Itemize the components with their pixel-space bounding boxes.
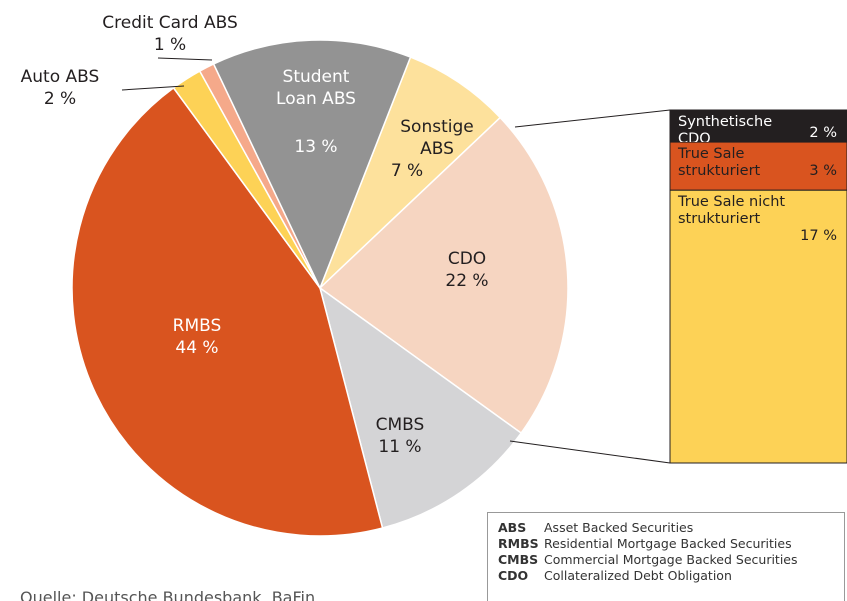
leader-line [121, 85, 185, 91]
legend-abbr: ABS [498, 520, 527, 535]
legend-row: RMBS Residential Mortgage Backed Securiti… [498, 536, 834, 552]
breakdown-value-label: 3 % [809, 163, 837, 180]
breakdown-segment: True Sale strukturiert 3 % [670, 142, 847, 190]
slice-value-label: 13 % [294, 137, 338, 157]
breakdown-value-label: 2 % [809, 125, 837, 142]
slice-label: CMBS [375, 415, 425, 435]
slice-value-label: 1 % [153, 35, 187, 55]
pie-slice [318, 116, 569, 435]
pie-slice [318, 286, 523, 529]
slice-value-label: 7 % [390, 161, 424, 181]
slice-label: Student Loan ABS [276, 67, 356, 109]
slice-label: RMBS [172, 316, 222, 336]
pie-slice [319, 56, 502, 289]
legend-text: Collateralized Debt Obligation [544, 568, 732, 583]
legend-text: Residential Mortgage Backed Securities [544, 536, 792, 551]
slice-label: CDO [447, 249, 487, 269]
slice-value-label: 44 % [175, 338, 219, 358]
leader-line [157, 57, 213, 61]
legend-abbr: CDO [498, 568, 529, 583]
breakdown-segment: True Sale nicht strukturiert 17 % [670, 190, 847, 463]
legend-row: CDO Collateralized Debt Obligation [498, 568, 834, 584]
slice-label: Credit Card ABS [102, 13, 238, 33]
slice-value-label: 2 % [43, 89, 77, 109]
breakdown-value-label: 17 % [800, 228, 837, 245]
legend-abbr: CMBS [498, 552, 539, 567]
pie-slice [212, 39, 412, 290]
breakdown-bar [669, 109, 847, 143]
breakdown-label: True Sale strukturiert [678, 146, 761, 180]
legend-text: Commercial Mortgage Backed Securities [544, 552, 798, 567]
breakdown-bar [669, 141, 847, 191]
source: Quelle: Deutsche Bundesbank, BaFin [20, 588, 316, 601]
pie-slice [71, 86, 384, 537]
legend-abbr: RMBS [498, 536, 539, 551]
slice-value-label: 22 % [445, 271, 489, 291]
legend-row: CMBS Commercial Mortgage Backed Securitie… [498, 552, 834, 568]
legend: ABS Asset Backed Securities RMBS Residentia… [487, 512, 845, 601]
slice-label: Auto ABS [20, 67, 100, 87]
breakdown-label: True Sale nicht strukturiert [678, 194, 786, 228]
breakdown-segment: Synthetische CDO 2 % [670, 110, 847, 142]
breakdown-bar [669, 189, 847, 464]
legend-row: ABS Asset Backed Securities [498, 520, 834, 536]
breakdown-label: Synthetische CDO [678, 114, 773, 143]
slice-label: Sonstige ABS [400, 117, 474, 159]
connector [514, 109, 671, 128]
slice-value-label: 11 % [378, 437, 422, 457]
legend-text: Asset Backed Securities [544, 520, 694, 535]
connector [509, 440, 671, 464]
